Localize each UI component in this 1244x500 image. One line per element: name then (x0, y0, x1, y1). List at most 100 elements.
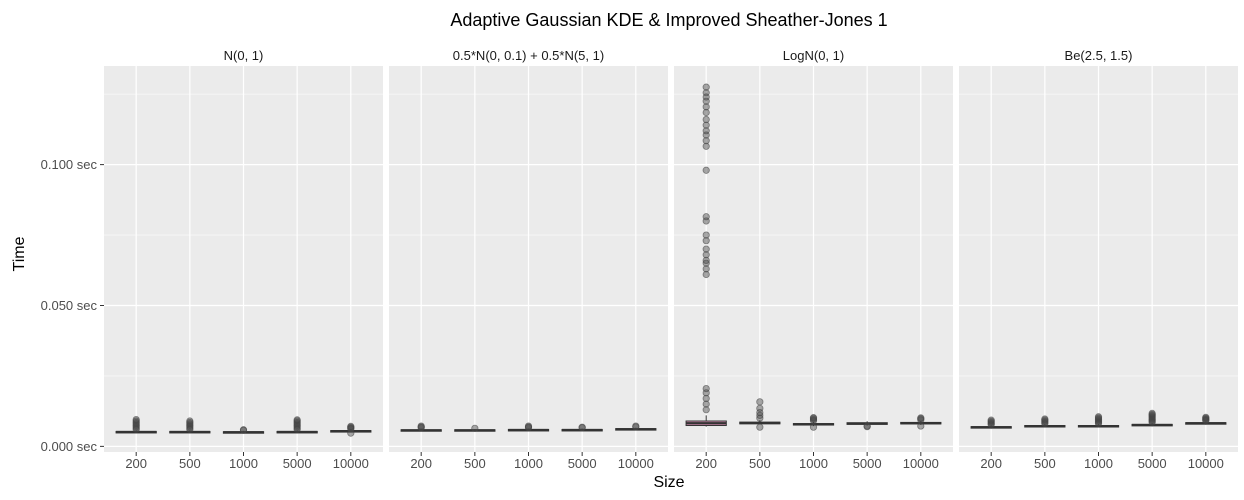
x-tick-label: 1000 (229, 456, 258, 471)
outlier-point (1202, 413, 1210, 421)
box-500 (169, 417, 211, 434)
outlier-point (809, 423, 818, 431)
outlier-point (702, 270, 710, 279)
facet-label: 0.5*N(0, 0.1) + 0.5*N(5, 1) (453, 48, 604, 63)
outlier-point (702, 103, 710, 111)
box-500 (1024, 415, 1066, 428)
outlier-point (809, 414, 818, 422)
x-tick-label: 10000 (333, 456, 369, 471)
x-tick-label: 500 (464, 456, 486, 471)
y-tick-label: 0.100 sec (41, 157, 98, 172)
outlier-point (632, 422, 640, 430)
x-tick-label: 500 (1034, 456, 1056, 471)
x-tick-label: 200 (980, 456, 1002, 471)
box-500 (739, 398, 781, 431)
box-200 (400, 422, 442, 432)
outlier-point (702, 115, 710, 124)
y-axis: 0.000 sec 0.050 sec 0.100 sec (41, 157, 104, 454)
box-1000 (792, 414, 835, 431)
outlier-point (702, 406, 710, 414)
outlier-point (524, 422, 533, 430)
outlier-point (702, 251, 710, 259)
outlier-point (471, 424, 479, 432)
outlier-point (239, 426, 248, 434)
facet-label: N(0, 1) (224, 48, 264, 63)
box-1000 (222, 426, 265, 434)
box-5000 (276, 416, 318, 434)
box-200 (115, 415, 157, 434)
outlier-point (702, 400, 710, 408)
facet-panel: 0.5*N(0, 0.1) + 0.5*N(5, 1) 200 500 1000 500… (389, 48, 668, 471)
outlier-point (702, 121, 710, 129)
box-5000 (846, 421, 888, 431)
box-5000 (1131, 409, 1173, 427)
x-axis-title: Size (653, 474, 684, 491)
x-tick-label: 200 (410, 456, 432, 471)
box-500 (454, 424, 496, 432)
box-200 (685, 83, 727, 427)
outlier-point (702, 137, 710, 145)
outlier-point (702, 127, 710, 135)
x-tick-label: 5000 (853, 456, 882, 471)
outlier-point (1094, 413, 1103, 421)
outlier-point (987, 416, 995, 424)
outlier-point (293, 416, 301, 424)
outlier-point (1041, 415, 1049, 423)
box-10000 (330, 422, 372, 437)
outlier-point (702, 142, 710, 150)
box-5000 (561, 423, 603, 432)
outlier-point (702, 265, 710, 273)
outlier-point (702, 385, 710, 393)
chart-title: Adaptive Gaussian KDE & Improved Sheathe… (450, 10, 887, 30)
facet-label: Be(2.5, 1.5) (1065, 48, 1133, 63)
outlier-point (702, 231, 710, 239)
y-tick-label: 0.000 sec (41, 439, 98, 454)
outlier-point (702, 213, 710, 221)
x-tick-label: 10000 (618, 456, 654, 471)
outlier-point (702, 394, 710, 403)
x-tick-label: 5000 (1138, 456, 1167, 471)
outlier-point (417, 422, 425, 430)
x-tick-label: 5000 (283, 456, 312, 471)
outlier-point (702, 89, 710, 97)
outlier-point (702, 237, 710, 245)
outlier-point (578, 423, 586, 431)
outlier-point (702, 256, 710, 265)
outlier-point (702, 83, 710, 91)
box-1000 (1077, 413, 1120, 428)
facet-panel: LogN(0, 1) 200 500 1000 5000 10000 (674, 48, 953, 471)
x-tick-label: 200 (695, 456, 717, 471)
x-tick-label: 5000 (568, 456, 597, 471)
facet-panel: Be(2.5, 1.5) 200 500 1000 5000 10000 (959, 48, 1238, 471)
outlier-point (917, 414, 925, 422)
x-tick-label: 10000 (1188, 456, 1224, 471)
x-tick-label: 1000 (514, 456, 543, 471)
outlier-point (917, 422, 925, 430)
x-tick-label: 500 (749, 456, 771, 471)
outlier-point (702, 166, 710, 174)
facet-panel: N(0, 1) 200 500 1000 5000 10000 (104, 48, 383, 471)
outlier-point (702, 245, 710, 253)
x-tick-label: 10000 (903, 456, 939, 471)
outlier-point (756, 423, 764, 431)
y-tick-label: 0.050 sec (41, 298, 98, 313)
facet-label: LogN(0, 1) (783, 48, 844, 63)
outlier-point (863, 422, 871, 430)
x-tick-label: 500 (179, 456, 201, 471)
y-axis-title: Time (11, 236, 28, 271)
box-10000 (1185, 413, 1227, 425)
box-10000 (900, 414, 942, 430)
box-1000 (507, 422, 550, 432)
x-tick-label: 1000 (1084, 456, 1113, 471)
outlier-point (1148, 409, 1156, 417)
outlier-point (756, 398, 764, 406)
x-tick-label: 1000 (799, 456, 828, 471)
outlier-point (186, 417, 194, 425)
box-10000 (615, 422, 657, 431)
x-tick-label: 200 (125, 456, 147, 471)
outlier-point (756, 404, 764, 412)
box-200 (970, 416, 1012, 429)
outlier-point (347, 422, 355, 430)
